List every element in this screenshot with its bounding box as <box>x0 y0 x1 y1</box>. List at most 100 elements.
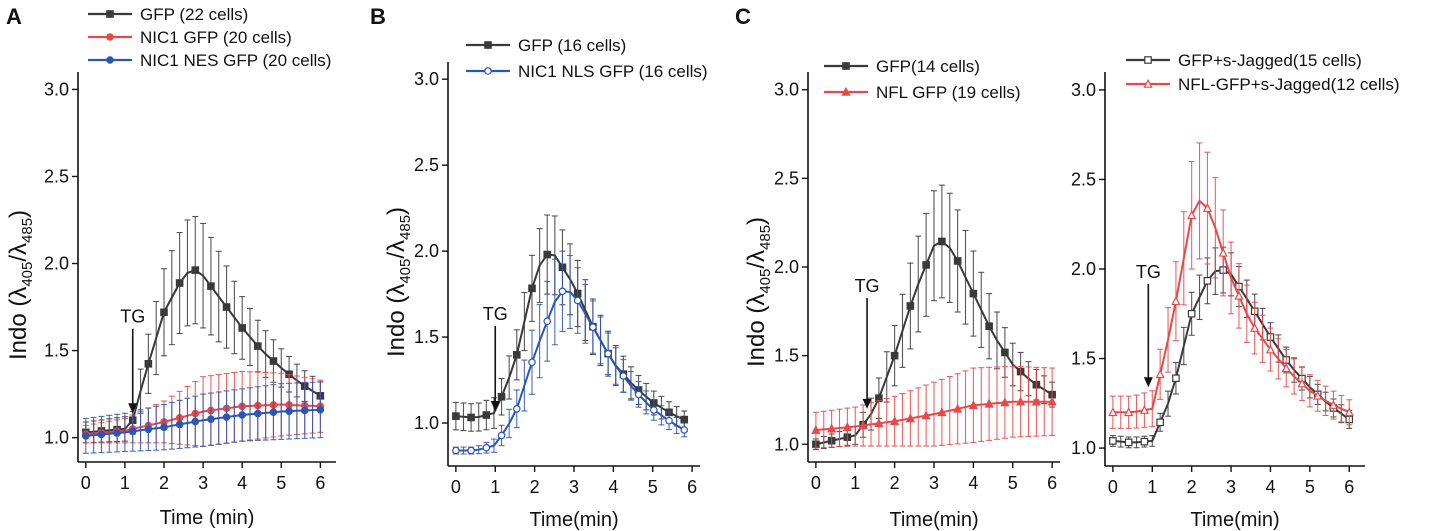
y-axis-label: Indo (λ405/λ485) <box>5 210 36 360</box>
data-point <box>1344 407 1354 417</box>
y-label-part: λ <box>383 240 410 252</box>
panel-letter-c: C <box>735 4 751 29</box>
y-label-part: ) <box>383 207 410 215</box>
data-point <box>1203 277 1212 285</box>
data-point <box>1031 396 1041 406</box>
data-point <box>175 279 184 287</box>
series-NFL-GFP+s-Jagged(12 cells) <box>1108 142 1354 429</box>
data-point <box>1000 397 1010 407</box>
legend-label: GFP+s-Jagged(15 cells) <box>1178 51 1362 70</box>
x-tick-label: 0 <box>1108 477 1118 497</box>
data-point <box>858 420 868 430</box>
x-tick-label: 6 <box>1344 477 1354 497</box>
data-point <box>238 411 246 419</box>
data-point <box>1297 378 1307 388</box>
y-label-part: / <box>383 252 410 259</box>
x-tick-label: 6 <box>315 473 325 493</box>
y-tick-label: 2.0 <box>44 254 69 274</box>
data-point <box>160 423 168 431</box>
y-tick-label: 2.0 <box>414 241 439 261</box>
data-point <box>842 422 852 432</box>
data-point <box>467 413 475 422</box>
y-tick-label: 2.0 <box>1071 259 1096 279</box>
x-tick-label: 5 <box>1305 477 1315 497</box>
y-tick-label: 3.0 <box>414 69 439 89</box>
data-point <box>937 407 947 417</box>
data-point <box>144 425 153 434</box>
data-point <box>938 237 946 246</box>
data-point <box>97 430 106 439</box>
data-point <box>1202 202 1213 212</box>
y-tick-label: 2.0 <box>774 257 799 277</box>
panel-letter-a: A <box>6 4 22 29</box>
x-tick-label: 1 <box>1147 477 1157 497</box>
x-axis-label: Time(min) <box>1190 509 1279 531</box>
data-point <box>1171 296 1181 306</box>
data-point <box>1172 374 1180 383</box>
data-point <box>811 424 821 434</box>
y-tick-label: 1.0 <box>1071 438 1096 458</box>
y-tick-label: 2.5 <box>774 168 799 188</box>
x-tick-label: 3 <box>198 473 208 493</box>
y-tick-label: 1.0 <box>44 428 69 448</box>
y-label-subscript: 405 <box>757 269 774 294</box>
x-tick-label: 2 <box>890 473 900 493</box>
x-tick-label: 2 <box>530 477 540 497</box>
x-tick-label: 2 <box>1187 477 1197 497</box>
y-tick-label: 1.5 <box>414 327 439 347</box>
data-point <box>254 342 262 350</box>
data-point <box>1187 309 1196 318</box>
legend-marker <box>842 62 850 70</box>
y-label-part: λ <box>743 294 770 306</box>
data-point <box>890 416 900 426</box>
data-point <box>649 406 658 414</box>
data-point <box>497 392 506 401</box>
data-point <box>1109 437 1117 445</box>
x-tick-label: 5 <box>648 477 658 497</box>
data-point <box>222 413 231 421</box>
x-tick-label: 1 <box>120 473 130 493</box>
data-point <box>890 351 899 360</box>
data-point <box>1328 399 1339 409</box>
data-point <box>497 431 506 440</box>
data-point <box>1156 418 1164 427</box>
y-label-subscript: 485 <box>19 218 36 243</box>
data-point <box>128 427 137 436</box>
data-point <box>1313 390 1323 400</box>
legend-marker <box>106 33 114 41</box>
y-label-subscript: 485 <box>397 215 414 240</box>
data-point <box>680 415 689 424</box>
data-point <box>82 432 90 440</box>
x-tick-label: 2 <box>159 473 169 493</box>
x-tick-label: 3 <box>1226 477 1236 497</box>
legend-label: NIC1 GFP (20 cells) <box>140 28 292 47</box>
data-point <box>1265 344 1276 354</box>
tg-arrow-head <box>862 398 872 409</box>
x-tick-label: 4 <box>1265 477 1275 497</box>
y-tick-label: 1.5 <box>1071 349 1096 369</box>
data-point <box>953 403 963 413</box>
series-line <box>455 290 685 452</box>
y-tick-label: 2.5 <box>414 155 439 175</box>
data-point <box>300 406 309 415</box>
x-axis-label: Time (min) <box>160 507 255 529</box>
y-axis-label: Indo (λ405/λ485) <box>743 217 774 367</box>
data-point <box>589 323 597 331</box>
data-point <box>207 282 215 290</box>
x-tick-label: 0 <box>811 473 821 493</box>
data-point <box>222 303 231 311</box>
data-point <box>482 411 491 419</box>
data-point <box>969 289 978 298</box>
series-line <box>1112 199 1350 414</box>
y-label-part: / <box>743 262 770 269</box>
legend-marker <box>841 86 851 96</box>
y-axis-label: Indo (λ405/λ485) <box>383 207 414 357</box>
data-point <box>619 372 628 380</box>
data-point <box>285 407 293 415</box>
data-point <box>1124 407 1134 417</box>
series-line <box>815 400 1053 432</box>
data-point <box>113 429 121 437</box>
